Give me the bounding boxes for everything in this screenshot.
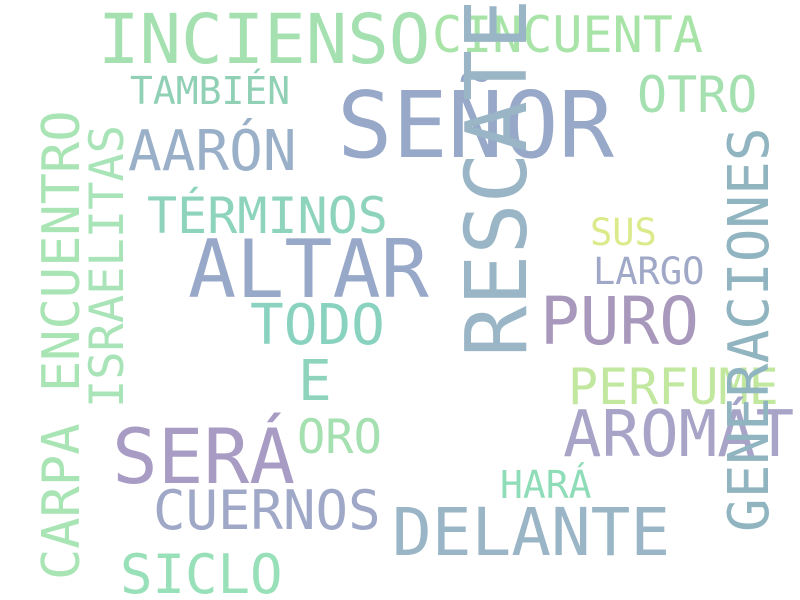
word-generaciones: GENERACIONES — [717, 127, 782, 532]
word-tambien: TAMBIÉN — [130, 69, 291, 113]
word-israelitas: ISRAELITAS — [80, 125, 135, 408]
word-siclo: DELANTE — [392, 494, 671, 571]
word-largo: SUS — [590, 211, 657, 254]
word-incienso: INCIENSO — [98, 0, 431, 80]
word-terminos: TÉRMINOS — [147, 187, 388, 245]
word-cincuenta: CINCUENTA — [432, 6, 703, 64]
word-cuernos: HARÁ — [500, 463, 592, 507]
word-senor: SEÑOR — [337, 72, 614, 179]
word-sera: AROMÁTICA — [563, 398, 800, 472]
word-altar: ALTAR — [188, 223, 429, 316]
word-hara: SERÁ — [112, 412, 296, 501]
word-aaron: AARÓN — [128, 119, 297, 184]
word-perfume: E — [298, 349, 332, 414]
word-puro: LARGO — [593, 250, 705, 293]
word-delante: CUERNOS — [153, 479, 381, 542]
word-todo: PURO — [540, 283, 699, 360]
word-sus: RESCATE — [448, 0, 547, 357]
word-otro: OTRO — [637, 66, 758, 124]
word-oro: PERFUME — [568, 358, 779, 416]
word-aromatica: ORO — [297, 410, 382, 465]
word-e: TODO — [250, 293, 385, 358]
word-rescate: SICLO — [120, 543, 283, 600]
